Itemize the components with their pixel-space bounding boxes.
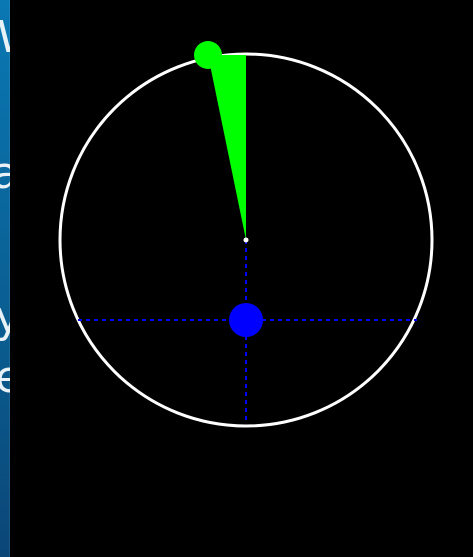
circle-outline-icon bbox=[58, 52, 434, 428]
radar-svg bbox=[58, 41, 434, 428]
radar-canvas bbox=[9, 0, 473, 557]
green-pointer-icon bbox=[208, 55, 246, 240]
green-knob-icon bbox=[194, 41, 222, 69]
center-marker-icon bbox=[243, 237, 249, 243]
blue-dot-icon bbox=[229, 303, 263, 337]
